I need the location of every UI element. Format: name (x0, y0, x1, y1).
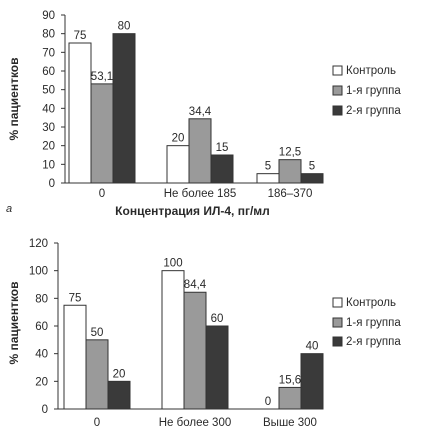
chart2-y-tick-label: 120 (29, 238, 48, 250)
chart2-value-label-0-1: 100 (163, 258, 182, 270)
chart1-bar-0-0 (68, 42, 92, 184)
chart1-legend-label-2: 2-я группа (346, 105, 401, 117)
chart1-bar-2-0 (112, 33, 136, 184)
chart2-legend-swatch-2 (332, 336, 343, 347)
chart2-category-label-0: 0 (94, 417, 100, 428)
chart1-category-label-1: Не более 185 (164, 188, 237, 200)
chart2-y-tick-label: 80 (35, 293, 48, 305)
chart1-value-label-1-1: 34,4 (189, 106, 212, 118)
chart2-bar-2-2 (300, 353, 324, 410)
chart1-bar-1-0 (90, 83, 114, 184)
chart1-y-tick-label: 0 (49, 178, 55, 190)
chart1-value-label-0-1: 20 (172, 133, 185, 145)
chart1-legend-swatch-2 (332, 105, 343, 116)
chart2-y-tick-label: 0 (42, 404, 48, 416)
chart1-bar-2-2 (300, 173, 324, 184)
chart1-y-tick-label: 10 (42, 159, 55, 171)
chart2-legend-swatch-1 (332, 317, 343, 328)
chart2-bar-1-2 (278, 386, 302, 410)
chart1-panel-label: а (6, 203, 12, 215)
chart2-value-label-1-2: 15,6 (279, 374, 301, 386)
chart1-bar-1-1 (188, 118, 212, 184)
chart1-x-axis-label: Концентрация ИЛ-4, пг/мл (115, 204, 270, 218)
chart2-category-label-2: Выше 300 (263, 417, 317, 428)
chart1-legend-label-0: Контроль (346, 65, 396, 77)
chart2-value-label-0-2: 0 (265, 396, 271, 408)
chart1-y-tick-label: 20 (42, 141, 55, 153)
chart2-value-label-1-1: 84,4 (184, 279, 207, 291)
chart2-legend-label-1: 1-я группа (346, 317, 401, 329)
chart1-category-label-0: 0 (99, 188, 105, 200)
chart2-bar-1-0 (85, 339, 109, 410)
chart1-y-tick-label: 80 (42, 29, 55, 41)
chart1-value-label-1-0: 53,1 (91, 71, 113, 83)
chart2-y-tick-label: 100 (29, 266, 48, 278)
chart1-legend-swatch-1 (332, 85, 343, 96)
chart1-bar-2-1 (210, 154, 234, 184)
chart1-y-axis-label: % пациентков (7, 57, 21, 140)
chart1-bar-1-2 (278, 159, 302, 184)
chart2-value-label-2-1: 60 (211, 313, 224, 325)
chart1-category-label-2: 186–370 (268, 188, 313, 200)
chart2-bar-2-1 (205, 325, 229, 410)
chart1-bar-0-2 (256, 173, 280, 184)
chart1-value-label-1-2: 12,5 (279, 147, 301, 159)
chart1-y-tick-label: 50 (42, 85, 55, 97)
chart1-y-tick-label: 90 (42, 10, 55, 22)
chart1-y-tick-label: 70 (42, 47, 55, 59)
chart2-legend-label-0: Контроль (346, 297, 396, 309)
chart2-value-label-2-2: 40 (306, 341, 319, 353)
chart1-legend-label-1: 1-я группа (346, 85, 401, 97)
chart2-bar-2-0 (107, 380, 131, 410)
chart1-value-label-2-2: 5 (309, 161, 315, 173)
chart2-legend-swatch-0 (332, 297, 343, 308)
chart2-bar-1-1 (183, 291, 207, 410)
chart2-y-tick-label: 20 (35, 376, 48, 388)
chart2-y-axis-label: % пациентков (7, 281, 21, 364)
chart2-bar-0-0 (63, 304, 87, 410)
chart2-y-tick-label: 40 (35, 349, 48, 361)
chart1-y-tick-label: 40 (42, 103, 55, 115)
chart2-bar-0-1 (161, 270, 185, 410)
chart1-y-tick-label: 30 (42, 122, 55, 134)
chart1-value-label-0-2: 5 (265, 161, 271, 173)
chart2-y-tick-label: 60 (35, 321, 48, 333)
chart2-category-label-1: Не более 300 (159, 417, 232, 428)
chart2-value-label-0-0: 75 (69, 292, 82, 304)
chart1-legend-swatch-0 (332, 65, 343, 76)
chart1-value-label-2-0: 80 (118, 21, 131, 33)
chart2-value-label-2-0: 20 (113, 368, 126, 380)
chart1-y-tick-label: 60 (42, 66, 55, 78)
chart1-bar-0-1 (166, 145, 190, 184)
chart2-legend-label-2: 2-я группа (346, 336, 401, 348)
chart2-value-label-1-0: 50 (91, 327, 104, 339)
chart1-value-label-2-1: 15 (216, 142, 229, 154)
chart1-value-label-0-0: 75 (74, 30, 87, 42)
